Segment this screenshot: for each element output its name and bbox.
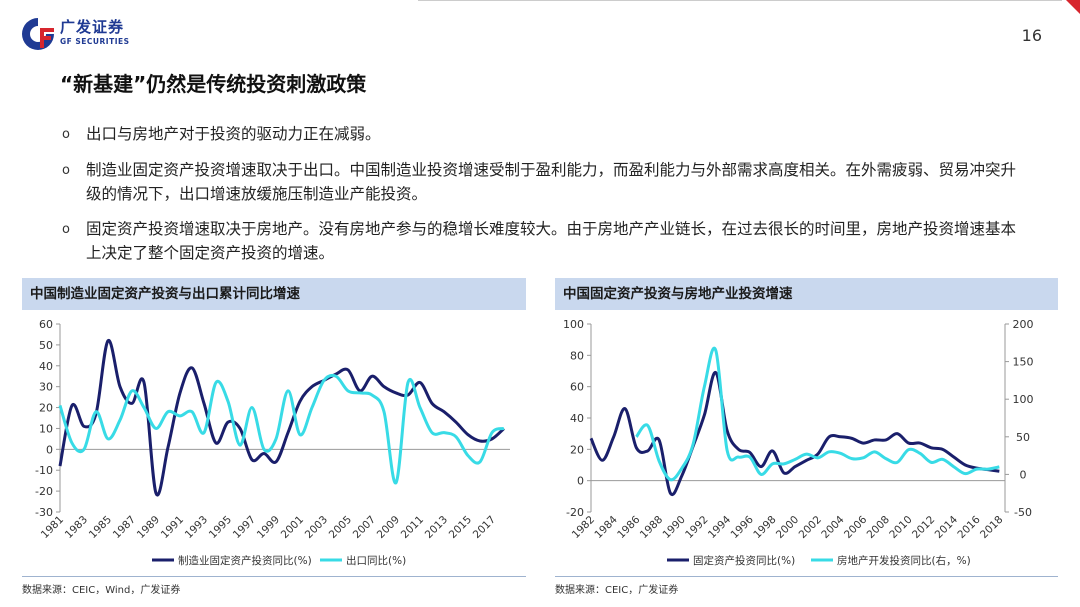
y-tick-label: 60 [39, 318, 53, 331]
y-tick-label: 40 [39, 360, 53, 373]
x-tick-label: 1985 [87, 514, 114, 541]
x-tick-label: 2009 [375, 514, 402, 541]
bullet-marker: o [62, 163, 70, 178]
right-chart-source: 数据来源：CEIC，广发证券 [555, 576, 1058, 598]
right-chart-panel: 中国固定资产投资与房地产业投资增速 -20 0 20 40 60 80 100 -50 0 50 1… [555, 278, 1058, 576]
y-tick-label: 50 [39, 339, 53, 352]
x-tick-label: 2013 [423, 514, 450, 541]
x-tick-label: 2006 [842, 513, 870, 541]
x-tick-label: 2017 [471, 514, 498, 541]
left-chart-panel: 中国制造业固定资产投资与出口累计同比增速 -30 -20 -10 0 10 20 30 40 5… [22, 278, 526, 576]
gf-logo-icon [22, 18, 54, 50]
y2-tick-label: 100 [1013, 393, 1034, 406]
x-tick-label: 1994 [706, 513, 734, 541]
legend-label: 出口同比(%) [346, 554, 406, 567]
x-tick-label: 1987 [111, 514, 138, 541]
x-tick-label: 1992 [683, 514, 710, 541]
x-tick-label: 2002 [797, 514, 824, 541]
x-tick-label: 2015 [447, 514, 474, 541]
series-line-1 [58, 339, 506, 497]
series-line-1 [589, 371, 1000, 497]
y-tick-label: -10 [35, 464, 53, 477]
y-tick-label: 100 [563, 318, 584, 331]
series-line-2 [635, 346, 1000, 482]
y2-tick-label: -50 [1014, 506, 1032, 519]
bullet-item: o 出口与房地产对于投资的驱动力正在减弱。 [62, 122, 1022, 147]
right-chart-header: 中国固定资产投资与房地产业投资增速 [555, 278, 1058, 310]
y-tick-label: 80 [570, 349, 584, 362]
x-tick-label: 1983 [63, 514, 90, 541]
bullet-text: 制造业固定资产投资增速取决于出口。中国制造业投资增速受制于盈利能力，而盈利能力与… [86, 161, 1017, 203]
y2-tick-label: 0 [1020, 468, 1027, 481]
x-tick-label: 1991 [159, 514, 186, 541]
y-tick-label: 10 [39, 422, 53, 435]
y-tick-label: 0 [577, 475, 584, 488]
legend-label: 制造业固定资产投资同比(%) [178, 554, 312, 567]
x-tick-label: 2003 [303, 514, 330, 541]
x-tick-label: 1996 [729, 513, 757, 541]
x-tick-label: 1995 [207, 514, 234, 541]
right-chart: -20020406080100-500501001502001982198419… [563, 318, 1034, 567]
x-tick-label: 1986 [615, 513, 643, 541]
y-tick-label: -20 [566, 506, 584, 519]
bullet-text: 固定资产投资增速取决于房地产。没有房地产参与的稳增长难度较大。由于房地产产业链长… [86, 220, 1017, 262]
y-tick-label: 60 [570, 381, 584, 394]
x-tick-label: 2011 [399, 514, 426, 541]
y2-tick-label: 150 [1013, 356, 1034, 369]
left-chart: -30-20-100102030405060198119831985198719… [35, 318, 510, 567]
y2-tick-label: 50 [1016, 431, 1030, 444]
corner-accent [1066, 0, 1080, 14]
x-tick-label: 2010 [887, 514, 914, 541]
header-divider [418, 0, 1062, 1]
y-tick-label: 30 [39, 381, 53, 394]
x-tick-label: 2004 [819, 513, 847, 541]
bullet-list: o 出口与房地产对于投资的驱动力正在减弱。 o 制造业固定资产投资增速取决于出口… [62, 122, 1022, 276]
y-tick-label: 0 [46, 443, 53, 456]
x-tick-label: 2000 [774, 514, 801, 541]
y-tick-label: 40 [570, 412, 584, 425]
x-tick-label: 2005 [327, 514, 354, 541]
y-tick-label: -30 [35, 506, 53, 519]
bullet-item: o 固定资产投资增速取决于房地产。没有房地产参与的稳增长难度较大。由于房地产产业… [62, 217, 1022, 265]
x-tick-label: 1989 [135, 514, 162, 541]
slide-title: “新基建”仍然是传统投资刺激政策 [60, 72, 367, 96]
bullet-marker: o [62, 127, 70, 142]
series-line-2 [58, 373, 505, 485]
x-tick-label: 2001 [279, 514, 306, 541]
x-tick-label: 2008 [865, 514, 892, 541]
x-tick-label: 1990 [660, 514, 687, 541]
x-tick-label: 2012 [910, 514, 937, 541]
y-tick-label: 20 [39, 402, 53, 415]
x-tick-label: 2007 [351, 514, 378, 541]
left-chart-source: 数据来源：CEIC，Wind，广发证券 [22, 576, 526, 598]
y2-tick-label: 200 [1013, 318, 1034, 331]
bullet-text: 出口与房地产对于投资的驱动力正在减弱。 [86, 125, 381, 143]
legend-label: 固定资产投资同比(%) [693, 554, 795, 567]
page-number: 16 [1021, 26, 1042, 45]
left-chart-header: 中国制造业固定资产投资与出口累计同比增速 [22, 278, 526, 310]
x-tick-label: 1997 [231, 514, 258, 541]
x-tick-label: 2016 [955, 513, 983, 541]
bullet-marker: o [62, 222, 70, 237]
bullet-item: o 制造业固定资产投资增速取决于出口。中国制造业投资增速受制于盈利能力，而盈利能… [62, 158, 1022, 206]
logo-subtitle: GF SECURITIES [60, 37, 130, 46]
x-tick-label: 1984 [592, 513, 620, 541]
y-tick-label: -20 [35, 485, 53, 498]
legend-label: 房地产开发投资同比(右，%) [837, 554, 971, 567]
x-tick-label: 1998 [751, 514, 778, 541]
x-tick-label: 2014 [933, 513, 961, 541]
y-tick-label: 20 [570, 443, 584, 456]
x-tick-label: 1993 [183, 514, 210, 541]
x-tick-label: 1988 [638, 514, 665, 541]
logo [20, 14, 150, 50]
logo-text: 广发证券 [60, 18, 125, 36]
x-tick-label: 2018 [978, 514, 1005, 541]
x-tick-label: 1999 [255, 514, 282, 541]
